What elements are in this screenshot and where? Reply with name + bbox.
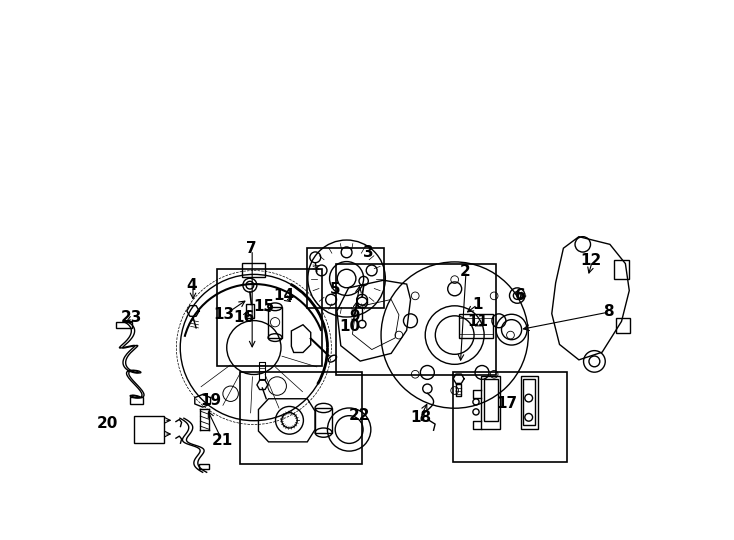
Text: 3: 3 <box>363 245 374 260</box>
Text: 15: 15 <box>253 299 275 314</box>
Bar <box>481 376 500 429</box>
Text: 7: 7 <box>246 241 256 256</box>
Text: 12: 12 <box>581 253 602 268</box>
Bar <box>484 379 498 421</box>
Text: 11: 11 <box>467 314 488 329</box>
Bar <box>459 314 493 339</box>
Text: 18: 18 <box>410 410 431 425</box>
Bar <box>315 408 332 433</box>
Bar <box>453 373 567 462</box>
Text: 9: 9 <box>349 309 360 324</box>
Text: 10: 10 <box>339 319 360 334</box>
Bar <box>242 263 266 276</box>
Bar <box>616 318 630 333</box>
Bar <box>134 416 164 443</box>
Bar <box>116 322 131 328</box>
Bar <box>217 268 322 366</box>
Text: 13: 13 <box>213 307 234 322</box>
Text: 6: 6 <box>515 288 526 302</box>
Bar <box>131 397 143 404</box>
Text: 19: 19 <box>200 393 222 408</box>
Bar <box>523 379 535 425</box>
Text: 16: 16 <box>233 310 255 325</box>
Bar <box>614 260 629 279</box>
Text: 22: 22 <box>349 408 370 423</box>
Text: 8: 8 <box>603 304 614 319</box>
Text: 1: 1 <box>472 297 483 312</box>
Text: 5: 5 <box>330 282 341 297</box>
Bar <box>246 305 254 318</box>
Bar <box>307 248 384 308</box>
Bar <box>521 376 538 429</box>
Bar <box>336 265 495 375</box>
Text: 23: 23 <box>121 310 142 325</box>
Text: 20: 20 <box>96 416 117 431</box>
Text: 14: 14 <box>274 288 294 303</box>
Text: 17: 17 <box>496 396 517 411</box>
Text: 21: 21 <box>212 433 233 448</box>
Text: 2: 2 <box>459 264 470 279</box>
Bar <box>239 373 362 464</box>
Bar <box>199 464 209 469</box>
Text: 4: 4 <box>186 278 197 293</box>
Bar <box>268 307 282 338</box>
